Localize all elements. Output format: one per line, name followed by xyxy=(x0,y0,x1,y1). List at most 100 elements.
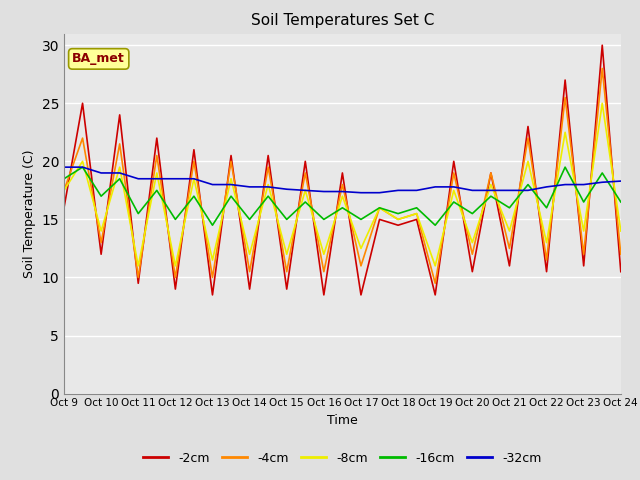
-2cm xyxy=(413,216,420,222)
-8cm xyxy=(190,176,198,181)
-2cm xyxy=(598,42,606,48)
-16cm xyxy=(413,205,420,211)
-16cm xyxy=(506,205,513,211)
-32cm xyxy=(543,184,550,190)
-4cm xyxy=(153,153,161,158)
-8cm xyxy=(301,188,309,193)
-4cm xyxy=(357,263,365,269)
-32cm xyxy=(264,184,272,190)
-16cm xyxy=(246,216,253,222)
-2cm xyxy=(134,280,142,286)
-32cm xyxy=(487,188,495,193)
-8cm xyxy=(209,257,216,263)
-16cm xyxy=(134,211,142,216)
-2cm xyxy=(320,292,328,298)
-4cm xyxy=(431,280,439,286)
-32cm xyxy=(376,190,383,195)
-4cm xyxy=(97,240,105,245)
-8cm xyxy=(376,205,383,211)
-8cm xyxy=(394,216,402,222)
-4cm xyxy=(394,216,402,222)
-16cm xyxy=(339,205,346,211)
Text: BA_met: BA_met xyxy=(72,52,125,65)
X-axis label: Time: Time xyxy=(327,414,358,427)
-32cm xyxy=(283,186,291,192)
-2cm xyxy=(172,286,179,292)
-16cm xyxy=(320,216,328,222)
-4cm xyxy=(543,257,550,263)
-2cm xyxy=(79,100,86,106)
Y-axis label: Soil Temperature (C): Soil Temperature (C) xyxy=(23,149,36,278)
-16cm xyxy=(357,216,365,222)
-16cm xyxy=(543,205,550,211)
-4cm xyxy=(561,95,569,100)
-16cm xyxy=(172,216,179,222)
-32cm xyxy=(172,176,179,181)
-8cm xyxy=(506,228,513,234)
-16cm xyxy=(394,211,402,216)
-32cm xyxy=(116,170,124,176)
-8cm xyxy=(561,130,569,135)
-8cm xyxy=(431,263,439,269)
-4cm xyxy=(320,269,328,275)
Line: -8cm: -8cm xyxy=(64,103,621,266)
-4cm xyxy=(468,252,476,257)
-32cm xyxy=(468,188,476,193)
-8cm xyxy=(468,240,476,245)
-2cm xyxy=(190,147,198,153)
-16cm xyxy=(301,199,309,205)
-2cm xyxy=(580,263,588,269)
-2cm xyxy=(561,77,569,83)
-32cm xyxy=(506,188,513,193)
-32cm xyxy=(227,182,235,188)
-32cm xyxy=(97,170,105,176)
-32cm xyxy=(617,178,625,184)
-2cm xyxy=(431,292,439,298)
-8cm xyxy=(450,188,458,193)
-2cm xyxy=(301,158,309,164)
-2cm xyxy=(227,153,235,158)
-4cm xyxy=(190,158,198,164)
-2cm xyxy=(153,135,161,141)
-16cm xyxy=(376,205,383,211)
-4cm xyxy=(134,275,142,280)
-32cm xyxy=(320,189,328,194)
-8cm xyxy=(413,211,420,216)
-16cm xyxy=(97,193,105,199)
-2cm xyxy=(97,252,105,257)
-8cm xyxy=(580,228,588,234)
-2cm xyxy=(60,205,68,211)
-2cm xyxy=(246,286,253,292)
-4cm xyxy=(172,275,179,280)
-4cm xyxy=(79,135,86,141)
-32cm xyxy=(431,184,439,190)
-4cm xyxy=(524,135,532,141)
-2cm xyxy=(543,269,550,275)
-8cm xyxy=(487,182,495,188)
-4cm xyxy=(264,164,272,170)
-8cm xyxy=(116,164,124,170)
-16cm xyxy=(580,199,588,205)
-8cm xyxy=(97,228,105,234)
-4cm xyxy=(301,170,309,176)
-4cm xyxy=(487,170,495,176)
-4cm xyxy=(246,269,253,275)
-8cm xyxy=(172,263,179,269)
-4cm xyxy=(376,205,383,211)
-4cm xyxy=(506,246,513,252)
-2cm xyxy=(116,112,124,118)
-8cm xyxy=(264,182,272,188)
-32cm xyxy=(60,164,68,170)
Line: -2cm: -2cm xyxy=(64,45,621,295)
-16cm xyxy=(116,176,124,181)
Line: -4cm: -4cm xyxy=(64,69,621,283)
-4cm xyxy=(598,66,606,72)
-16cm xyxy=(283,216,291,222)
-2cm xyxy=(487,170,495,176)
-4cm xyxy=(450,170,458,176)
-32cm xyxy=(394,188,402,193)
-16cm xyxy=(209,222,216,228)
-4cm xyxy=(227,158,235,164)
-2cm xyxy=(339,170,346,176)
-32cm xyxy=(450,184,458,190)
